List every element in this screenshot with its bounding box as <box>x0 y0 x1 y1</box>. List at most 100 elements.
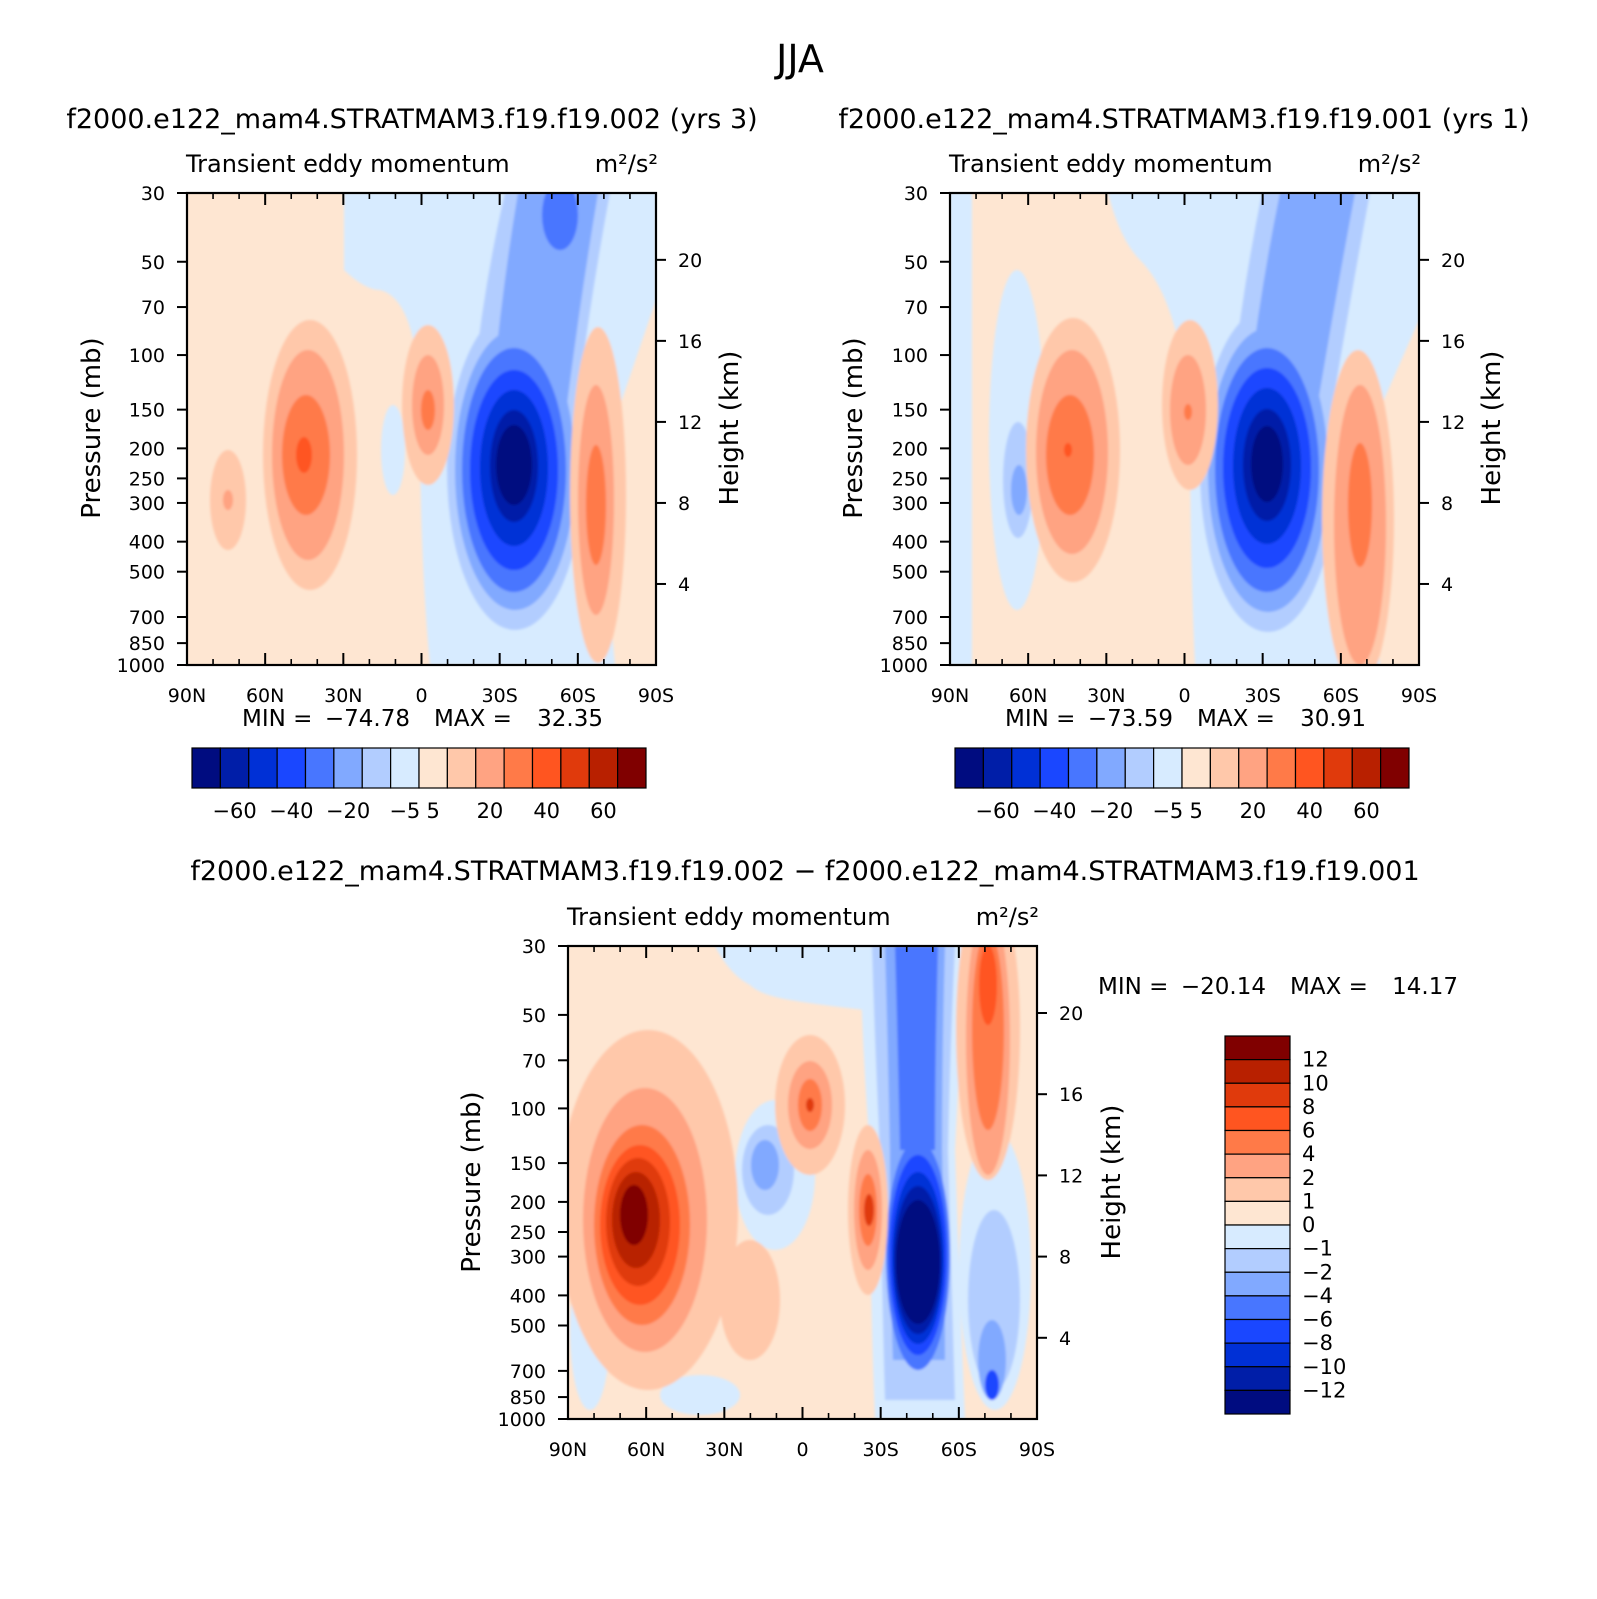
colorbar-box <box>1224 1342 1291 1368</box>
colorbar-label: −5 <box>389 799 420 823</box>
colorbar-box <box>304 747 335 789</box>
panel3-case-title: f2000.e122_mam4.STRATMAM3.f19.f19.002 − … <box>190 856 1419 887</box>
panel3-min-value: −20.14 <box>1181 974 1266 1000</box>
panel1-case-title: f2000.e122_mam4.STRATMAM3.f19.f19.002 (y… <box>66 104 757 135</box>
panel2: f2000.e122_mam4.STRATMAM3.f19.f19.001 (y… <box>838 104 1529 823</box>
panel1-plot <box>187 193 656 665</box>
colorbar-box <box>1209 747 1240 789</box>
colorbar-label: 60 <box>1353 799 1380 823</box>
colorbar-box <box>1124 747 1155 789</box>
y-tick-label: 1000 <box>498 1409 546 1431</box>
colorbar-label: −20 <box>326 799 370 823</box>
x-tick-label: 60S <box>941 1439 977 1461</box>
colorbar-box <box>1238 747 1268 789</box>
right-tick-label: 20 <box>1441 250 1465 272</box>
colorbar-box <box>418 747 448 789</box>
y-tick-label: 100 <box>892 345 928 367</box>
x-tick-label: 30N <box>1087 685 1125 707</box>
panel3-pos-upper-c6 <box>806 1098 814 1112</box>
colorbar-label: 12 <box>1302 1048 1329 1072</box>
colorbar-box <box>1224 1177 1291 1202</box>
panel1-pos-mid-c30 <box>296 437 312 473</box>
x-tick-label: 30S <box>482 685 518 707</box>
panel1-axes: 90N 60N 30N 0 30S 60S 90S 30 50 70 100 150 200 250 300… <box>117 183 703 707</box>
colorbar-label: −1 <box>1302 1237 1333 1261</box>
colorbar-label: −20 <box>1089 799 1133 823</box>
colorbar-box <box>333 747 363 789</box>
panel3-ylabel-right: Height (km) <box>1097 1105 1127 1260</box>
panel2-pos-hi-c20 <box>1348 443 1372 567</box>
x-tick-label: 30N <box>324 685 362 707</box>
panel2-ylabel: Pressure (mb) <box>839 337 869 518</box>
colorbar-box <box>191 747 221 789</box>
y-tick-label: 250 <box>510 1222 546 1244</box>
colorbar-label: 10 <box>1302 1071 1329 1095</box>
x-tick-label: 90S <box>1401 685 1437 707</box>
panel3-units: m²/s² <box>976 903 1039 931</box>
y-tick-label: 700 <box>510 1361 546 1383</box>
colorbar-label: 2 <box>1302 1166 1315 1190</box>
y-tick-label: 50 <box>904 252 928 274</box>
y-tick-label: 30 <box>141 183 165 205</box>
colorbar-box <box>1224 1035 1291 1061</box>
colorbar-box <box>503 747 534 789</box>
x-tick-label: 30S <box>1245 685 1281 707</box>
colorbar-box <box>1294 747 1325 789</box>
colorbar-box <box>1224 1271 1291 1297</box>
colorbar-box <box>390 747 420 789</box>
y-tick-label: 850 <box>510 1387 546 1409</box>
y-tick-label: 250 <box>129 468 165 490</box>
y-tick-label: 300 <box>129 493 165 515</box>
colorbar-box <box>446 747 477 789</box>
colorbar-box <box>248 747 278 789</box>
y-tick-label: 700 <box>129 607 165 629</box>
panel3-upper-neg-patch <box>715 946 865 1010</box>
colorbar-label: −4 <box>1302 1284 1333 1308</box>
colorbar-label: −2 <box>1302 1260 1333 1284</box>
y-tick-label: 200 <box>892 438 928 460</box>
y-tick-label: 50 <box>522 1005 546 1027</box>
x-tick-label: 60N <box>246 685 284 707</box>
colorbar-box <box>219 747 250 789</box>
y-tick-label: 70 <box>904 297 928 319</box>
x-tick-label: 0 <box>415 685 427 707</box>
panel2-pos-mid-c30 <box>1064 443 1072 457</box>
panel3-max-label: MAX = <box>1290 974 1368 1000</box>
colorbar-box <box>531 747 562 789</box>
colorbar-box <box>1224 1082 1291 1108</box>
y-tick-label: 200 <box>129 438 165 460</box>
colorbar-box <box>1181 747 1211 789</box>
colorbar-box <box>1224 1106 1291 1132</box>
panel2-neg-c70 <box>1251 426 1283 502</box>
colorbar-box <box>1224 1389 1291 1415</box>
panel2-ylabel-right: Height (km) <box>1477 351 1507 506</box>
colorbar-box <box>1039 747 1070 789</box>
panel3-max-value: 14.17 <box>1392 974 1458 1000</box>
right-tick-label: 4 <box>1441 574 1453 596</box>
panel1-ylabel: Pressure (mb) <box>77 337 107 518</box>
panel1-neg-small <box>381 405 405 495</box>
y-tick-label: 300 <box>892 493 928 515</box>
panel3: f2000.e122_mam4.STRATMAM3.f19.f19.002 − … <box>190 856 1458 1461</box>
panel3-neg-band-c6 <box>895 946 938 1150</box>
right-tick-label: 8 <box>1441 493 1453 515</box>
panel2-min-value: −73.59 <box>1088 706 1173 732</box>
panel2-colorbar: −60 −40 −20 −5 5 20 40 60 <box>954 747 1410 823</box>
right-tick-label: 20 <box>678 250 702 272</box>
y-tick-label: 850 <box>892 633 928 655</box>
x-tick-label: 90N <box>549 1439 587 1461</box>
right-tick-label: 16 <box>678 331 702 353</box>
panel2-neg-left-c20 <box>1011 465 1027 515</box>
right-tick-label: 8 <box>678 493 690 515</box>
panel1-title: Transient eddy momentum <box>185 150 510 178</box>
panel3-min-label: MIN = <box>1098 974 1168 1000</box>
colorbar-box <box>1323 747 1353 789</box>
colorbar-label: −5 <box>1152 799 1183 823</box>
panel2-plot <box>950 193 1419 665</box>
y-tick-label: 500 <box>510 1316 546 1338</box>
y-tick-label: 100 <box>510 1098 546 1120</box>
x-tick-label: 90N <box>168 685 206 707</box>
colorbar-label: 0 <box>1302 1213 1315 1237</box>
